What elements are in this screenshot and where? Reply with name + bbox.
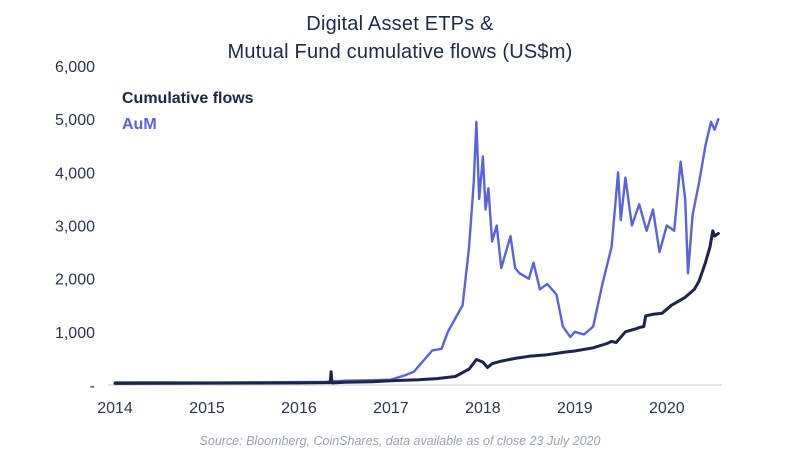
x-tick-label: 2017 [373, 400, 409, 417]
legend-aum: AuM [122, 116, 157, 133]
x-tick-label: 2018 [465, 400, 501, 417]
x-tick-label: 2014 [97, 400, 133, 417]
series-line-cumulative-flows [113, 229, 720, 385]
y-tick-label: - [90, 378, 95, 395]
y-tick-label: 6,000 [55, 59, 95, 76]
chart-title-line-2: Mutual Fund cumulative flows (US$m) [227, 41, 573, 63]
x-tick-label: 2019 [557, 400, 593, 417]
y-tick-label: 1,000 [55, 325, 95, 342]
y-tick-label: 2,000 [55, 272, 95, 289]
source-note: Source: Bloomberg, CoinShares, data avai… [199, 434, 601, 448]
chart-title-line-1: Digital Asset ETPs & [306, 13, 494, 35]
x-tick-label: 2015 [189, 400, 225, 417]
y-tick-label: 5,000 [55, 112, 95, 129]
legend-cumulative-flows: Cumulative flows [122, 90, 254, 107]
y-tick-label: 4,000 [55, 165, 95, 182]
x-tick-label: 2020 [649, 400, 685, 417]
series-line-aum [113, 118, 720, 384]
y-tick-label: 3,000 [55, 219, 95, 236]
x-tick-label: 2016 [281, 400, 317, 417]
